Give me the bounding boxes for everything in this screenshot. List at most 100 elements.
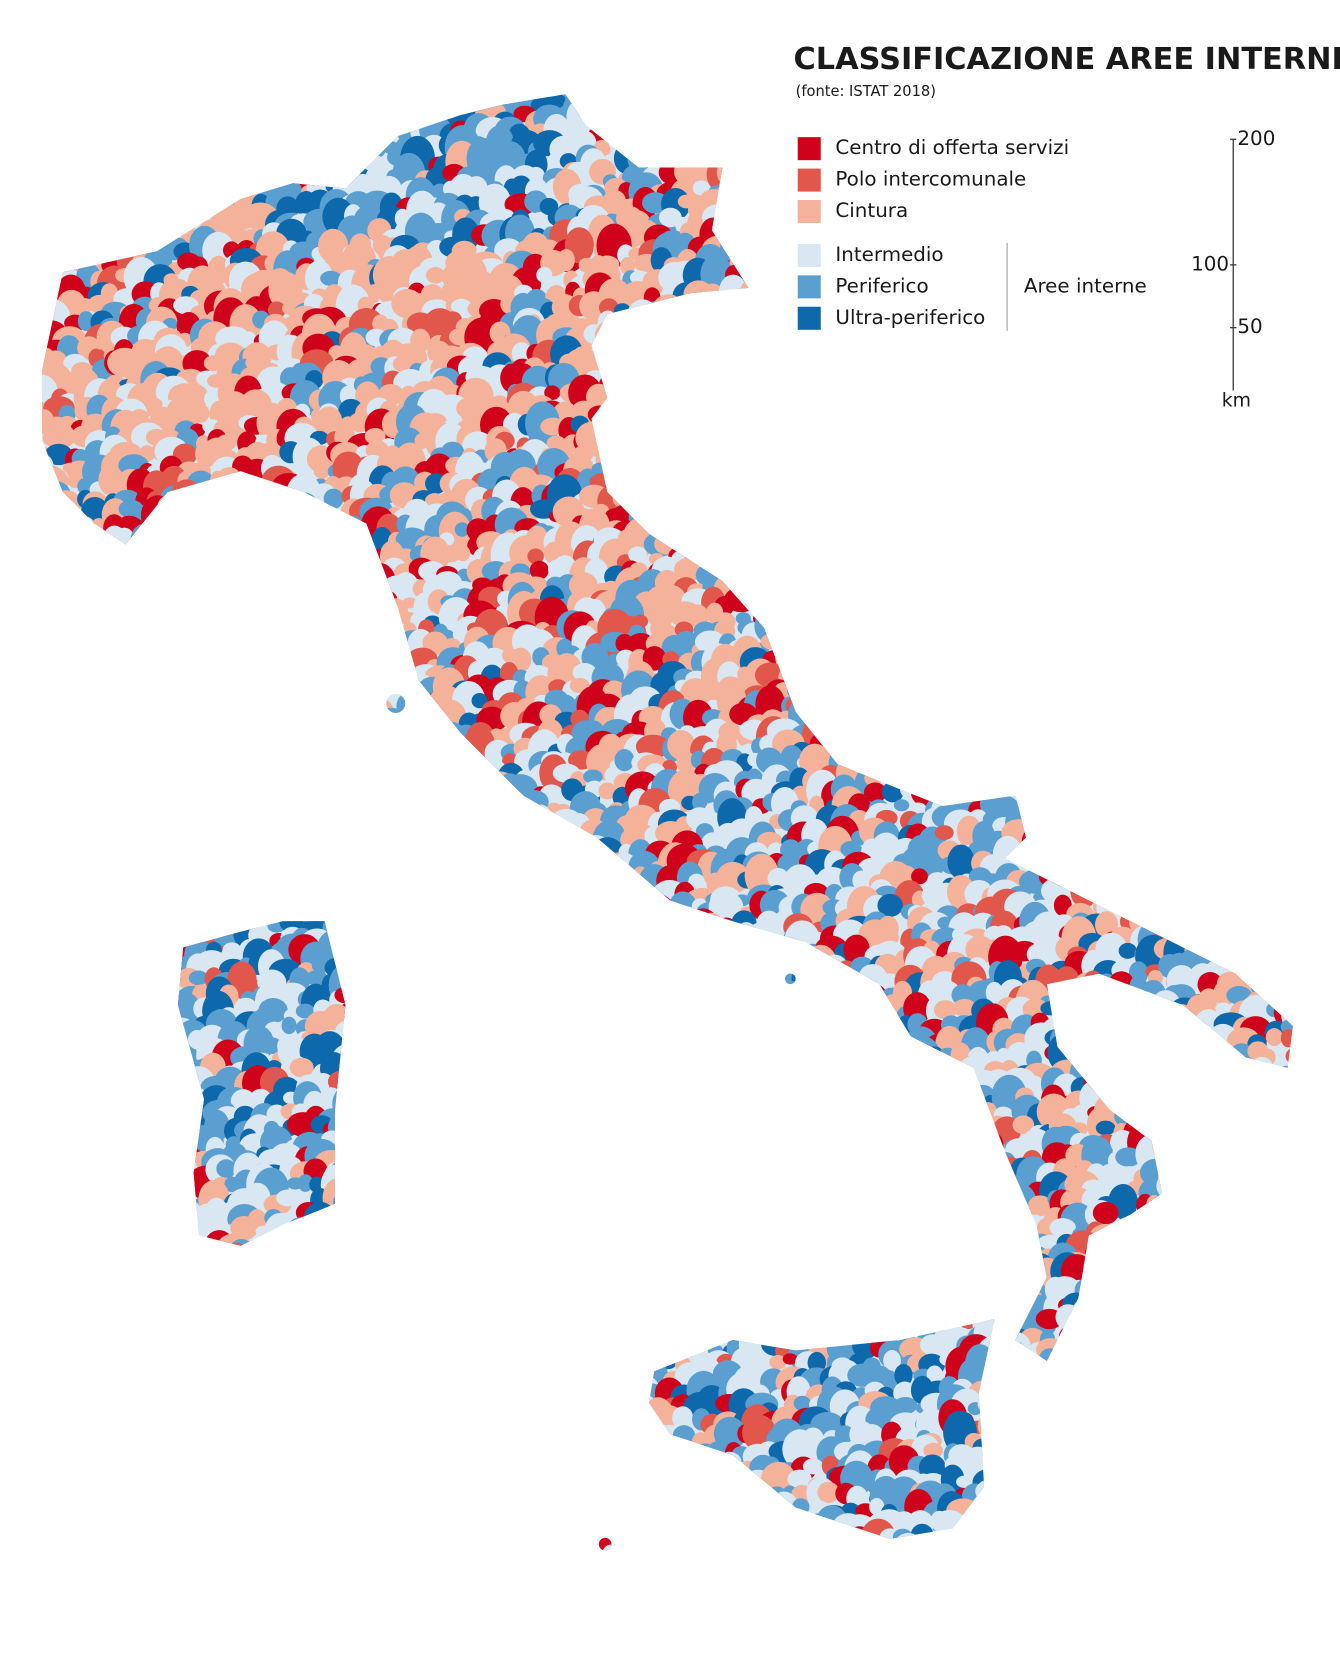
municipality: [1038, 524, 1072, 558]
municipality: [986, 440, 1008, 465]
municipality: [757, 430, 784, 461]
municipality: [287, 94, 316, 108]
municipality: [114, 805, 138, 830]
municipality: [693, 123, 727, 148]
municipality: [1109, 355, 1137, 388]
municipality: [862, 391, 887, 412]
municipality: [1047, 184, 1065, 198]
municipality: [1119, 873, 1135, 888]
municipality: [993, 714, 1020, 749]
municipality: [200, 765, 223, 793]
municipality: [1054, 459, 1076, 481]
municipality: [1040, 661, 1073, 699]
municipality: [961, 473, 977, 491]
municipality: [275, 156, 300, 188]
municipality: [1137, 696, 1173, 738]
municipality: [203, 511, 226, 539]
municipality: [122, 822, 144, 847]
municipality: [119, 838, 138, 858]
municipality: [453, 755, 475, 781]
municipality: [277, 828, 297, 848]
municipality: [773, 179, 794, 204]
municipality: [695, 512, 728, 546]
municipality: [789, 395, 815, 427]
municipality: [728, 185, 763, 217]
municipality: [946, 432, 979, 460]
municipality: [41, 275, 49, 294]
municipality: [722, 462, 743, 478]
municipality: [147, 769, 163, 784]
municipality: [1101, 720, 1126, 749]
municipality: [276, 94, 308, 107]
municipality: [284, 853, 320, 883]
municipality: [921, 772, 939, 794]
municipality: [41, 473, 54, 492]
municipality: [1137, 620, 1163, 647]
municipality: [222, 820, 251, 843]
municipality: [399, 886, 421, 905]
municipality: [403, 872, 435, 912]
municipality: [1121, 212, 1157, 250]
municipality: [41, 108, 47, 129]
municipality: [1262, 390, 1292, 424]
municipality: [200, 870, 223, 891]
municipality: [780, 144, 796, 157]
municipality: [1269, 306, 1293, 345]
municipality: [1108, 855, 1133, 877]
municipality: [1156, 370, 1175, 385]
municipality: [905, 664, 934, 696]
municipality: [76, 185, 103, 205]
municipality: [867, 415, 883, 431]
municipality: [827, 465, 857, 496]
municipality: [945, 573, 978, 609]
municipality: [89, 677, 114, 699]
municipality: [1236, 110, 1256, 126]
municipality: [876, 633, 905, 654]
municipality: [1057, 245, 1079, 264]
municipality: [1103, 142, 1139, 187]
municipality: [428, 778, 447, 801]
municipality: [1236, 154, 1259, 179]
municipality: [1265, 693, 1282, 709]
municipality: [1244, 677, 1280, 707]
municipality: [1076, 679, 1095, 698]
municipality: [472, 837, 499, 858]
municipality: [1052, 112, 1071, 131]
municipality: [1103, 341, 1139, 369]
municipality: [377, 642, 403, 674]
municipality: [1267, 857, 1283, 876]
municipality: [1021, 643, 1055, 682]
municipality: [701, 94, 732, 118]
municipality: [257, 142, 285, 174]
municipality: [1000, 679, 1035, 723]
municipality: [893, 716, 917, 744]
municipality: [999, 583, 1018, 601]
municipality: [752, 358, 770, 373]
municipality: [619, 335, 655, 374]
municipality: [845, 673, 873, 696]
municipality: [1179, 847, 1214, 877]
municipality: [130, 783, 157, 802]
municipality: [70, 874, 95, 893]
municipality: [1054, 188, 1075, 215]
municipality: [598, 344, 620, 366]
municipality: [225, 832, 259, 867]
municipality: [1004, 741, 1040, 779]
municipality: [1128, 774, 1154, 805]
municipality: [1067, 409, 1101, 439]
municipality: [100, 736, 122, 758]
municipality: [838, 341, 862, 368]
municipality: [676, 470, 704, 493]
municipality: [919, 106, 940, 131]
municipality: [167, 568, 184, 581]
municipality: [63, 885, 83, 901]
municipality: [1054, 547, 1075, 571]
municipality: [1017, 99, 1052, 139]
municipality: [450, 298, 472, 315]
municipality: [988, 551, 1009, 571]
municipality: [1125, 807, 1155, 841]
municipality: [1042, 98, 1063, 113]
municipality: [41, 632, 69, 660]
municipality: [793, 591, 811, 605]
municipality: [109, 790, 145, 830]
